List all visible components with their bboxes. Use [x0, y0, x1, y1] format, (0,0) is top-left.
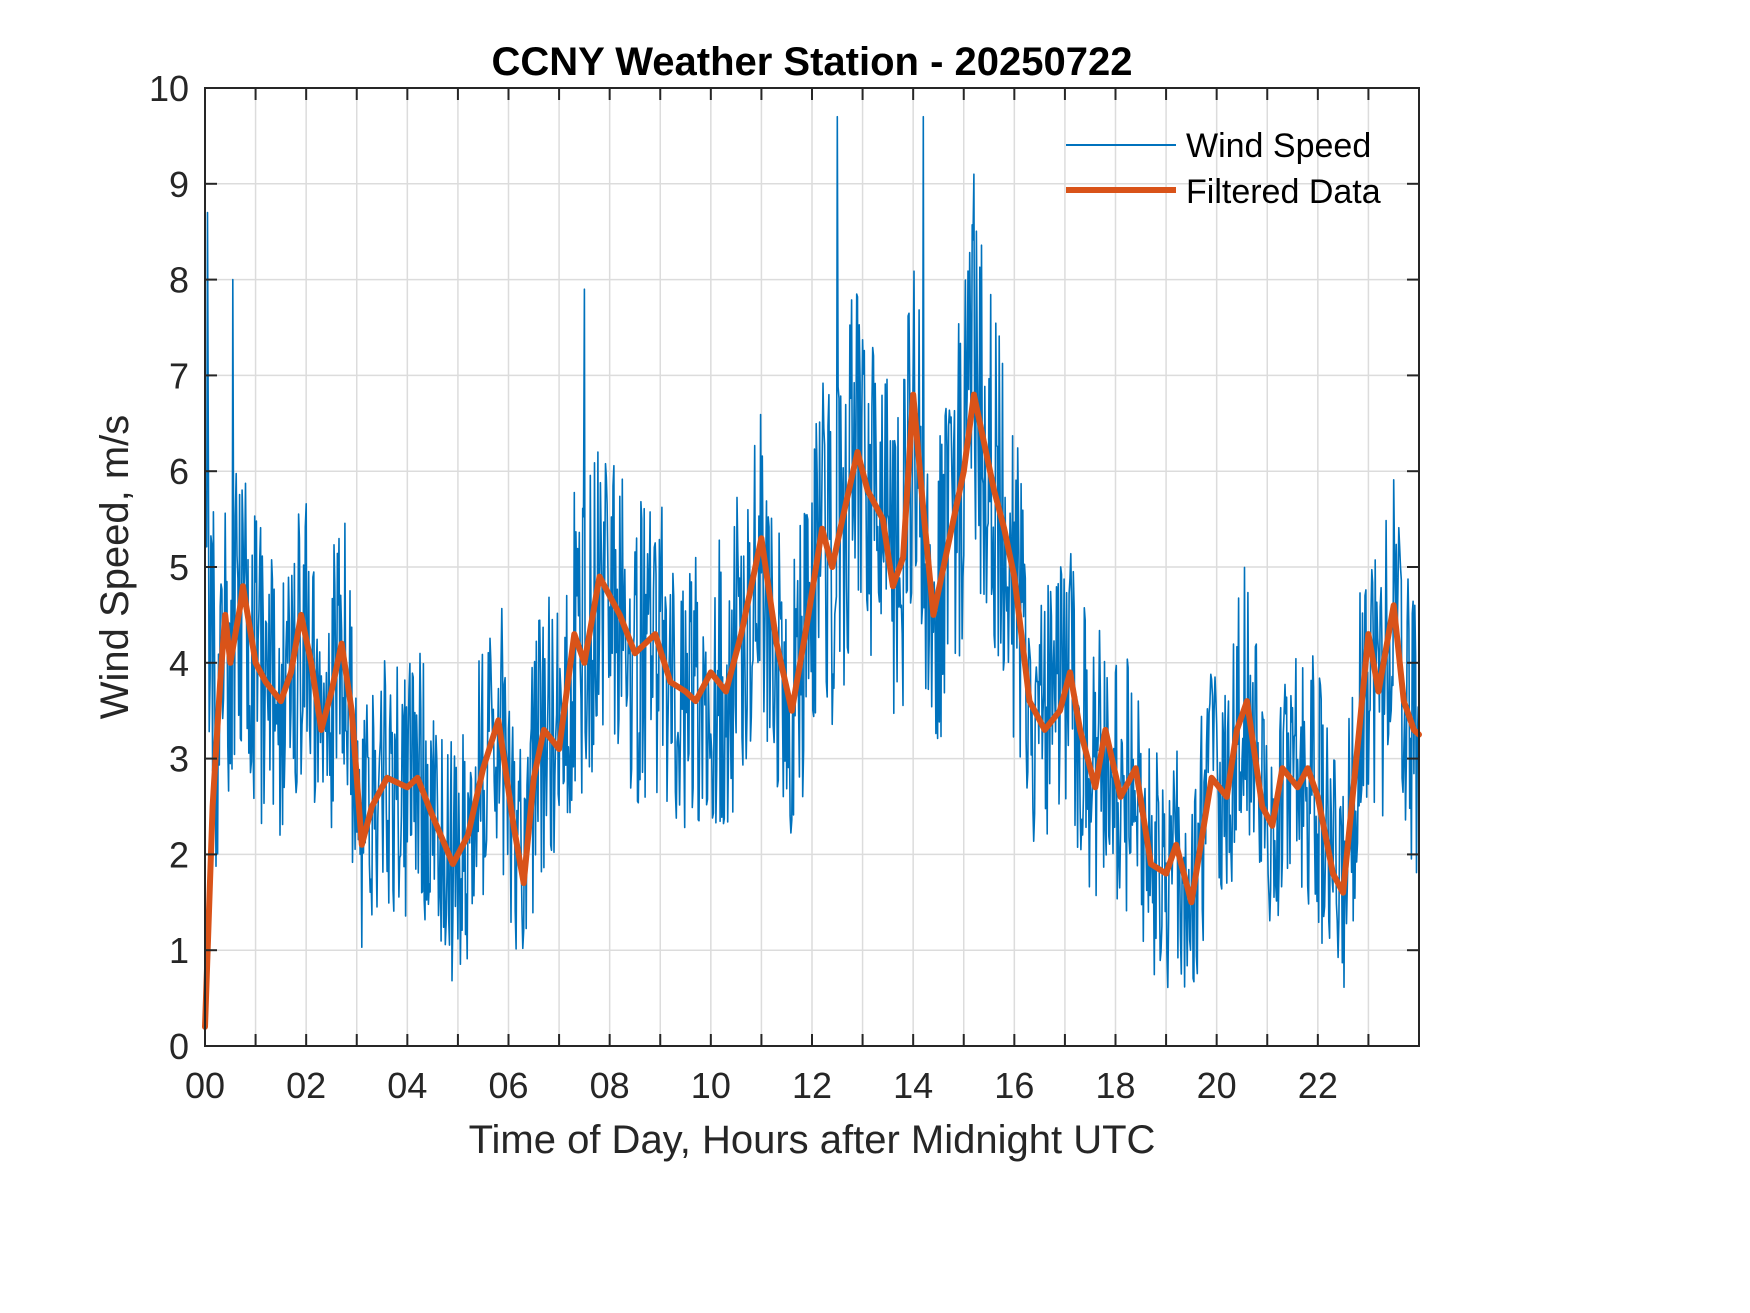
- y-axis-label: Wind Speed, m/s: [93, 415, 137, 720]
- x-tick-label: 20: [1197, 1065, 1237, 1106]
- y-tick-label: 1: [169, 930, 189, 971]
- x-tick-label: 06: [488, 1065, 528, 1106]
- wind-speed-line: [204, 115, 1420, 989]
- x-tick-label: 00: [185, 1065, 225, 1106]
- filtered-data-line: [202, 391, 1422, 1030]
- x-tick-label: 08: [590, 1065, 630, 1106]
- x-tick-label: 04: [387, 1065, 427, 1106]
- y-tick-label: 9: [169, 164, 189, 205]
- x-axis-label: Time of Day, Hours after Midnight UTC: [469, 1118, 1156, 1162]
- x-tick-label: 14: [893, 1065, 933, 1106]
- x-tick-label: 18: [1095, 1065, 1135, 1106]
- legend-label-filtered-data: Filtered Data: [1186, 173, 1381, 211]
- chart-title: CCNY Weather Station - 20250722: [492, 40, 1133, 84]
- legend-label-wind-speed: Wind Speed: [1186, 127, 1371, 165]
- y-tick-label: 3: [169, 739, 189, 780]
- y-tick-label: 0: [169, 1026, 189, 1067]
- y-tick-label: 2: [169, 834, 189, 875]
- x-tick-label: 22: [1298, 1065, 1338, 1106]
- y-tick-label: 4: [169, 643, 189, 684]
- wind-speed-series: [204, 115, 1420, 989]
- y-tick-label: 8: [169, 260, 189, 301]
- filtered-data-series: [202, 391, 1422, 1030]
- x-tick-label: 12: [792, 1065, 832, 1106]
- x-tick-label: 16: [994, 1065, 1034, 1106]
- x-tick-label: 10: [691, 1065, 731, 1106]
- x-tick-label: 02: [286, 1065, 326, 1106]
- y-tick-labels: 0 1 2 3 4 5 6 7 8 9 10: [149, 68, 189, 1067]
- legend: Wind Speed Filtered Data: [1066, 127, 1381, 211]
- y-tick-label: 5: [169, 547, 189, 588]
- ticks: [205, 88, 1419, 1046]
- x-tick-labels: 00 02 04 06 08 10 12 14 16 18 20 22: [185, 1065, 1338, 1106]
- y-tick-label: 7: [169, 355, 189, 396]
- y-tick-label: 6: [169, 451, 189, 492]
- y-tick-label: 10: [149, 68, 189, 109]
